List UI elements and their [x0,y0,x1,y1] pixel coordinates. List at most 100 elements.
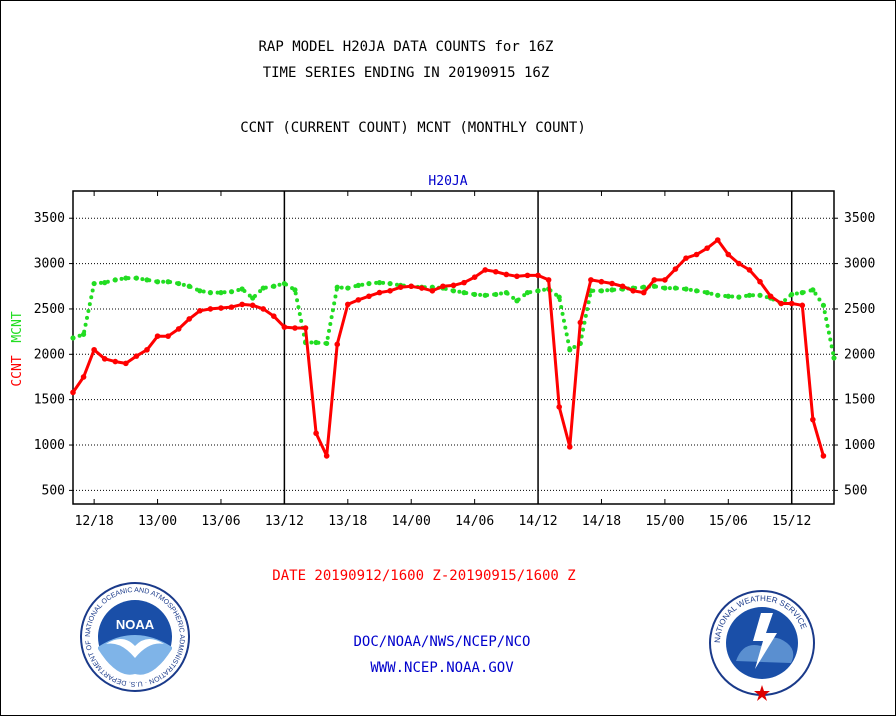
series-ccnt-point [746,267,753,273]
series-ccnt-point [704,245,710,251]
series-ccnt-point [70,389,76,396]
y-axis-label-ccnt: CCNT [10,355,25,386]
x-tick-label: 13/12 [265,514,304,529]
series-mcnt-point [831,355,837,361]
series-ccnt-point [450,282,457,289]
series-ccnt-point [281,324,288,330]
series-ccnt-point [767,293,774,300]
series-ccnt-point [556,404,562,410]
nws-logo: NATIONAL WEATHER SERVICE [709,590,815,701]
series-mcnt-point [355,282,361,288]
series-ccnt-point [397,284,404,290]
series-ccnt-point [545,277,552,283]
series-ccnt-point [788,300,795,307]
series-ccnt-point [292,325,298,331]
series-ccnt-point [80,374,87,380]
noaa-logo-text: NOAA [116,617,155,632]
y-tick-label-left: 3000 [34,257,65,272]
series-mcnt-point [704,290,710,296]
x-tick-label: 14/12 [518,514,557,529]
y-axis-label-mcnt: MCNT [10,311,25,342]
series-ccnt-point [101,356,108,362]
series-ccnt-point [461,279,467,286]
series-ccnt-point [323,453,330,459]
series-mcnt-point [260,285,266,291]
series-ccnt-point [144,346,150,353]
x-tick-label: 15/00 [645,514,684,529]
series-mcnt-point [535,288,541,294]
series-ccnt-point [355,297,362,303]
series-mcnt-point [472,291,478,298]
series-mcnt-point [366,280,372,287]
series-ccnt-point [260,306,267,312]
y-tick-label-left: 3500 [34,211,65,226]
series-ccnt-point [588,277,594,283]
series-mcnt-point [271,283,277,289]
series-ccnt-point [736,260,742,267]
series-ccnt-point [492,268,499,275]
series-ccnt-point [387,287,393,294]
series-mcnt-point [197,288,203,294]
series-ccnt-point [598,278,605,285]
grid-lines [73,191,834,504]
plot-title: H20JA [428,174,467,189]
y-tick-label-right: 500 [844,483,867,498]
series-mcnt-point [387,280,393,287]
y-tick-label-right: 1000 [844,438,875,453]
chart-subtitle: CCNT (CURRENT COUNT) MCNT (MONTHLY COUNT… [240,120,586,136]
series-ccnt-point [810,416,816,423]
series-mcnt-point [176,280,182,287]
title-line-1: RAP MODEL H20JA DATA COUNTS for 16Z [258,39,553,55]
plot-frame [72,190,835,505]
noaa-logo: NOAA NATIONAL OCEANIC AND ATMOSPHERIC AD… [0,0,190,692]
series-ccnt-point [757,278,763,285]
series-ccnt-point [566,444,573,450]
series-ccnt-point [693,251,700,258]
org-label: DOC/NOAA/NWS/NCEP/NCO [353,634,530,650]
series-mcnt-point [820,302,827,308]
series-mcnt-point [239,286,245,292]
series-ccnt-point [630,287,636,294]
series-ccnt-point [334,341,341,348]
series-ccnt-point [366,293,372,300]
series-ccnt-point [345,301,351,308]
url-link[interactable]: WWW.NCEP.NOAA.GOV [370,660,514,676]
series-ccnt-point [482,267,489,273]
svg-text:NATIONAL OCEANIC AND ATMOSPHER: NATIONAL OCEANIC AND ATMOSPHERIC ADMINIS… [1,1,185,687]
series-mcnt-point [736,294,742,300]
series-mcnt-point [482,292,488,298]
series-ccnt-point [175,326,182,332]
x-tick-label: 13/18 [328,514,367,529]
series-mcnt-point [683,286,689,292]
x-tick-label: 15/06 [709,514,748,529]
series-mcnt-point [789,291,795,298]
series-ccnt-point [524,272,531,279]
series-mcnt-point [218,290,224,296]
series-ccnt-point [313,430,319,437]
date-range-label: DATE 20190912/1600 Z-20190915/1600 Z [272,568,575,584]
x-tick-label: 14/00 [392,514,431,529]
series-ccnt-point [112,358,119,365]
series-mcnt-point [70,335,76,341]
y-tick-label-right: 3000 [844,257,875,272]
series-mcnt-point [250,295,256,301]
series-mcnt-point [80,331,87,337]
series-ccnt-point [123,360,129,367]
series-mcnt-point [112,277,118,283]
series-mcnt-point [799,290,805,296]
series-mcnt-point [757,292,763,298]
series-ccnt-point [197,307,203,314]
series-ccnt-point [133,353,140,359]
series-ccnt-point [714,237,721,243]
x-tick-label: 14/18 [582,514,621,529]
series-mcnt-point [345,285,351,291]
series-ccnt-point [418,285,425,291]
series-mcnt-point [662,285,668,291]
series-mcnt-point [144,277,150,283]
series-ccnt-point [514,273,520,280]
x-tick-label: 13/00 [138,514,177,529]
series-mcnt-point [324,340,330,347]
series-mcnt-point [810,287,816,293]
series-ccnt-point [186,316,193,322]
